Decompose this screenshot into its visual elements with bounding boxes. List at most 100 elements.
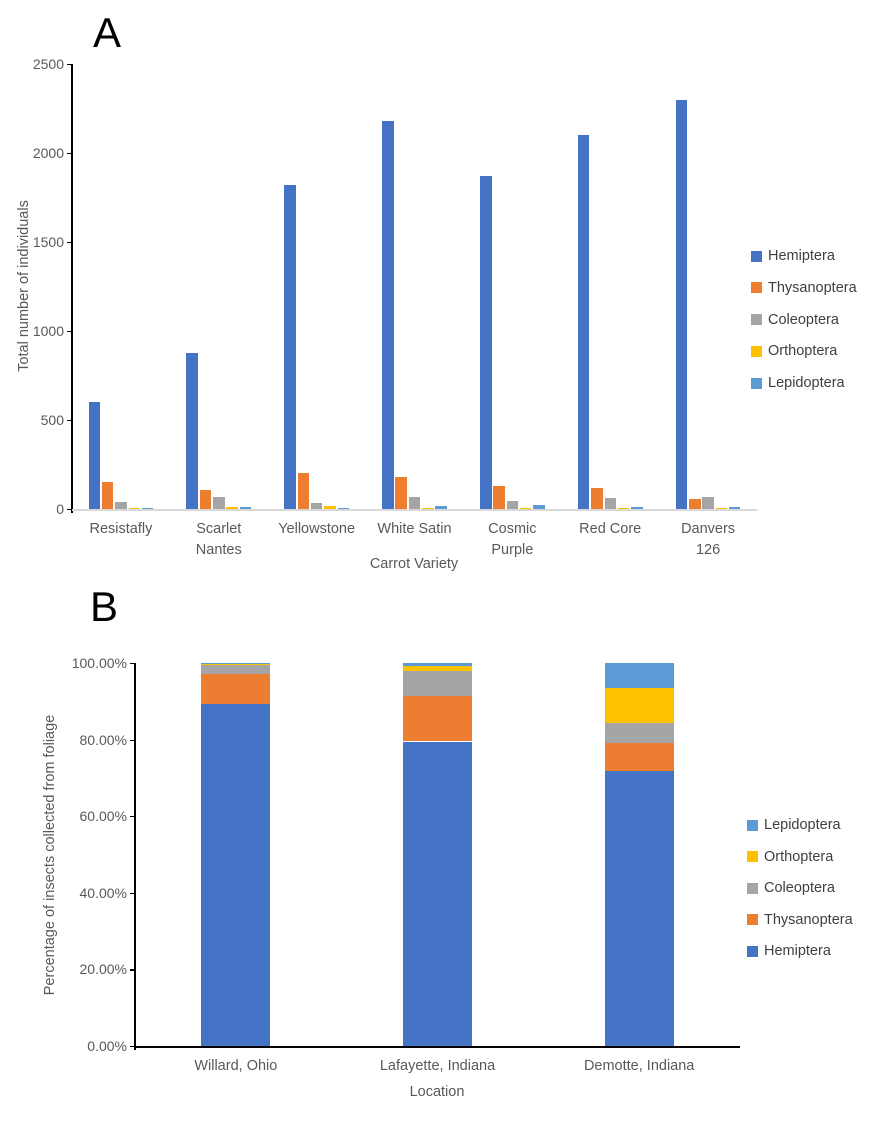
panel-b-y-tick-label: 20.00%: [79, 961, 127, 978]
panel-b-legend-label: Hemiptera: [764, 943, 831, 959]
panel-a-x-category-line: Resistafly: [89, 521, 153, 537]
panel-b-legend-item-coleoptera: Coleoptera: [747, 880, 835, 896]
panel-a-y-tick-mark: [67, 153, 72, 155]
panel-b-y-tick-mark: [130, 739, 135, 741]
panel-b-x-category-line: Demotte, Indiana: [583, 1058, 695, 1074]
panel-b-segment-orthoptera: [604, 688, 674, 724]
panel-a-bar-hemiptera: [88, 402, 101, 509]
panel-a-bar-coleoptera: [702, 496, 714, 509]
panel-a-legend-item-orthoptera: Orthoptera: [751, 343, 837, 359]
panel-a-label: A: [93, 9, 122, 56]
panel-a-bar-orthoptera: [422, 508, 434, 509]
panel-a-bar-orthoptera: [617, 507, 630, 509]
panel-a-bar-hemiptera: [382, 121, 394, 509]
panel-a-bar-thysanoptera: [101, 482, 114, 509]
panel-a-x-axis-title: Carrot Variety: [369, 556, 459, 572]
coleoptera-legend-swatch: [747, 882, 758, 894]
panel-a-bar-hemiptera: [284, 185, 296, 509]
panel-a-bar-hemiptera: [577, 135, 590, 509]
panel-a-bar-thysanoptera: [395, 477, 407, 509]
panel-a-y-tick-mark: [67, 509, 72, 511]
panel-a-legend-label: Thysanoptera: [768, 279, 857, 296]
panel-a-bar-lepidoptera: [728, 506, 741, 509]
panel-b-x-category-line: Willard, Ohio: [194, 1058, 278, 1074]
panel-a-bar-lepidoptera: [337, 508, 349, 509]
panel-a-bar-lepidoptera: [533, 505, 545, 509]
panel-a-x-category-line: Scarlet: [196, 521, 242, 537]
panel-a-bar-coleoptera: [408, 497, 421, 509]
panel-a-x-category-label: Yellowstone: [278, 519, 355, 540]
thysanoptera-legend-swatch: [751, 282, 762, 294]
panel-b-x-category-label: Demotte, Indiana: [584, 1056, 694, 1077]
panel-b-segment-lepidoptera: [403, 663, 472, 667]
panel-a-bar-hemiptera: [186, 353, 198, 510]
panel-b-x-category-label: Willard, Ohio: [194, 1056, 277, 1077]
panel-b-segment-orthoptera: [403, 666, 472, 672]
panel-b-segment-coleoptera: [604, 723, 674, 743]
panel-a-bar-lepidoptera: [141, 508, 154, 509]
panel-a-legend-item-lepidoptera: Lepidoptera: [751, 375, 845, 391]
panel-a-bar-thysanoptera: [493, 485, 505, 509]
panel-a-y-tick-label: 2500: [32, 56, 64, 72]
panel-a-bar-hemiptera: [480, 176, 492, 509]
panel-b-y-tick-mark: [130, 1046, 135, 1048]
panel-b-legend-label: Lepidoptera: [764, 817, 841, 833]
panel-a-y-axis-line: [71, 64, 73, 513]
panel-a-bar-orthoptera: [324, 506, 336, 509]
coleoptera-legend-swatch: [751, 314, 762, 326]
panel-a-y-tick-mark: [67, 331, 72, 333]
hemiptera-legend-swatch: [751, 250, 762, 262]
panel-a-y-tick-label: 0: [56, 501, 64, 517]
panel-a-bar-thysanoptera: [689, 499, 701, 509]
panel-a-y-tick-mark: [67, 420, 72, 422]
panel-b-legend-label: Thysanoptera: [764, 911, 853, 928]
panel-b-y-tick-label: 0.00%: [87, 1038, 127, 1054]
panel-b-segment-hemiptera: [604, 771, 674, 1046]
panel-b-x-axis-line: [135, 1046, 740, 1048]
panel-a-x-category-label: Danvers 126: [681, 519, 735, 561]
panel-b-y-tick-mark: [130, 816, 135, 818]
panel-a-bar-thysanoptera: [199, 490, 212, 509]
orthoptera-legend-swatch: [751, 345, 762, 357]
panel-a-legend-item-coleoptera: Coleoptera: [751, 312, 839, 328]
panel-b-segment-hemiptera: [201, 704, 271, 1046]
panel-a-legend-label: Hemiptera: [768, 248, 835, 264]
panel-a-y-axis-title: Total number of individuals: [16, 200, 32, 372]
panel-b-segment-hemiptera: [403, 741, 472, 1046]
panel-a-y-tick-mark: [67, 242, 72, 244]
panel-b-y-tick-label: 80.00%: [79, 731, 127, 748]
panel-a-legend-label: Lepidoptera: [768, 375, 845, 392]
panel-a-y-tick-label: 500: [40, 412, 64, 428]
panel-b-x-axis-title: Location: [409, 1084, 465, 1100]
panel-a-y-tick-mark: [67, 64, 72, 66]
panel-a-bar-lepidoptera: [631, 507, 643, 509]
panel-b-y-tick-mark: [130, 969, 135, 971]
panel-a-y-tick-label: 2000: [32, 145, 64, 161]
panel-b-y-tick-label: 40.00%: [79, 884, 127, 901]
panel-a-bar-coleoptera: [310, 502, 323, 509]
panel-b-y-tick-label: 100.00%: [71, 655, 127, 671]
panel-a-x-category-line: Red Core: [579, 521, 642, 537]
panel-a-x-axis-line: [72, 509, 757, 511]
panel-a-bar-coleoptera: [604, 498, 616, 509]
panel-a-x-category-line: Danvers: [681, 521, 736, 537]
panel-a-bar-orthoptera: [128, 508, 140, 509]
panel-a-bar-orthoptera: [519, 507, 532, 509]
panel-a-bar-coleoptera: [213, 497, 225, 509]
panel-a-x-category-label: Cosmic Purple: [488, 519, 536, 561]
panel-a-bar-orthoptera: [715, 507, 728, 509]
panel-b-segment-coleoptera: [403, 671, 472, 696]
panel-b-legend-item-hemiptera: Hemiptera: [747, 943, 831, 959]
panel-a-bar-coleoptera: [115, 501, 127, 509]
panel-b-segment-lepidoptera: [604, 663, 674, 689]
panel-a-x-category-label: White Satin: [377, 519, 451, 540]
panel-b-segment-thysanoptera: [604, 743, 674, 772]
thysanoptera-legend-swatch: [747, 914, 758, 925]
panel-b-legend-label: Orthoptera: [764, 848, 834, 865]
panel-a-y-tick-label: 1000: [32, 323, 64, 339]
panel-a-x-category-line: Cosmic: [488, 521, 537, 537]
panel-b-segment-lepidoptera: [201, 663, 271, 664]
panel-b-y-tick-label: 60.00%: [79, 808, 127, 825]
panel-b-segment-coleoptera: [201, 664, 271, 674]
panel-b-y-tick-mark: [130, 663, 135, 665]
